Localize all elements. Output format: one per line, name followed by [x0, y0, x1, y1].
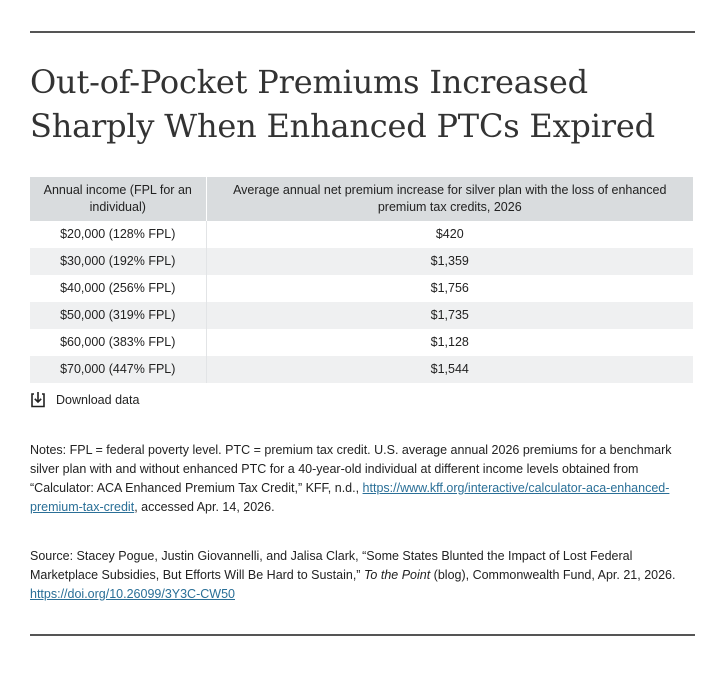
source-publication: To the Point — [363, 568, 431, 582]
page-title: Out-of-Pocket Premiums Increased Sharply… — [30, 60, 695, 148]
increase-cell: $1,756 — [206, 275, 693, 302]
table-row: $60,000 (383% FPL) $1,128 — [30, 329, 693, 356]
increase-cell: $1,359 — [206, 248, 693, 275]
title-line-1: Out-of-Pocket Premiums Increased — [30, 63, 588, 101]
income-cell: $30,000 (192% FPL) — [30, 248, 207, 275]
notes-text: Notes: FPL = federal poverty level. PTC … — [30, 443, 672, 495]
title-line-2: Sharply When Enhanced PTCs Expired — [30, 107, 655, 145]
doi-link[interactable]: https://doi.org/10.26099/3Y3C-CW50 — [30, 587, 235, 601]
increase-cell: $420 — [206, 221, 693, 248]
download-data-label: Download data — [56, 392, 140, 407]
increase-cell: $1,735 — [206, 302, 693, 329]
increase-cell: $1,544 — [206, 356, 693, 383]
income-cell: $20,000 (128% FPL) — [30, 221, 207, 248]
column-header-income: Annual income (FPL for an individual) — [30, 177, 207, 221]
download-icon — [30, 391, 46, 408]
top-rule — [30, 31, 695, 33]
table-header-row: Annual income (FPL for an individual) Av… — [30, 177, 693, 221]
table-row: $40,000 (256% FPL) $1,756 — [30, 275, 693, 302]
income-cell: $60,000 (383% FPL) — [30, 329, 207, 356]
table-row: $70,000 (447% FPL) $1,544 — [30, 356, 693, 383]
source-after-italic: (blog), Commonwealth Fund, Apr. 21, 2026… — [430, 568, 676, 582]
notes-after-link: , accessed Apr. 14, 2026. — [134, 500, 275, 514]
source: Source: Stacey Pogue, Justin Giovannelli… — [30, 547, 695, 604]
column-header-increase: Average annual net premium increase for … — [206, 177, 693, 221]
table-row: $30,000 (192% FPL) $1,359 — [30, 248, 693, 275]
income-cell: $50,000 (319% FPL) — [30, 302, 207, 329]
premium-table: Annual income (FPL for an individual) Av… — [30, 177, 693, 383]
increase-cell: $1,128 — [206, 329, 693, 356]
source-text: Source: Stacey Pogue, Justin Giovannelli… — [30, 549, 633, 582]
table-row: $20,000 (128% FPL) $420 — [30, 221, 693, 248]
bottom-rule — [30, 634, 695, 636]
income-cell: $70,000 (447% FPL) — [30, 356, 207, 383]
notes: Notes: FPL = federal poverty level. PTC … — [30, 441, 695, 517]
income-cell: $40,000 (256% FPL) — [30, 275, 207, 302]
download-data-button[interactable]: Download data — [30, 391, 139, 408]
kff-calculator-link[interactable]: https://www.kff.org/interactive/calculat… — [30, 481, 670, 514]
table-row: $50,000 (319% FPL) $1,735 — [30, 302, 693, 329]
